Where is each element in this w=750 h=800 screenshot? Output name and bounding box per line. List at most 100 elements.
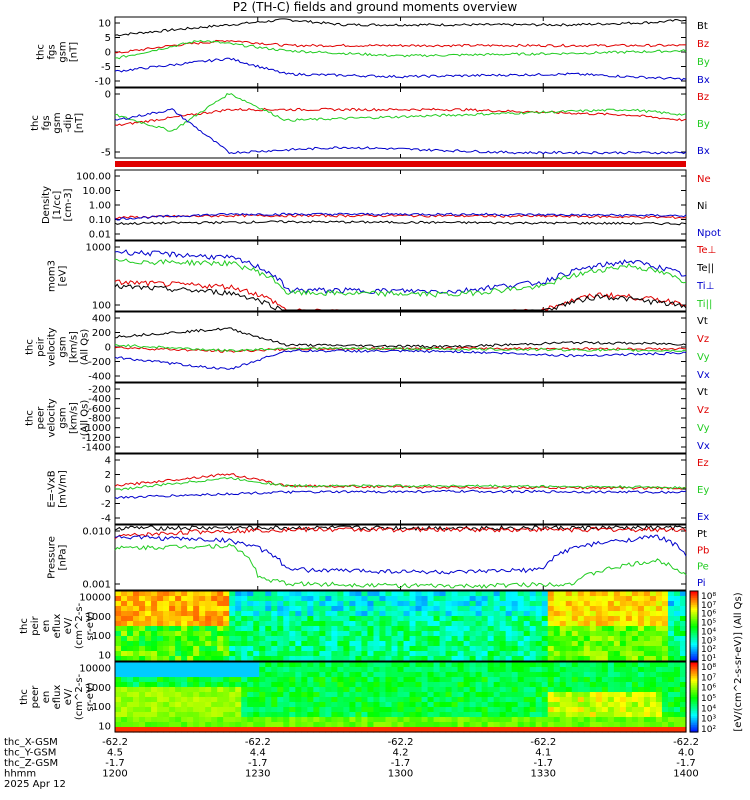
spectro-cell (211, 662, 218, 668)
spectro-cell (541, 682, 549, 688)
spectro-cell (349, 722, 357, 728)
spectro-cell (475, 707, 483, 713)
spectro-cell (169, 662, 176, 668)
ytick-label: -400 (88, 372, 111, 383)
spectro-cell (607, 636, 615, 642)
spectro-cell (541, 596, 549, 602)
spectro-cell (385, 712, 393, 718)
spectro-cell (325, 692, 332, 698)
spectro-cell (139, 631, 146, 637)
colorbar-segment (690, 712, 698, 716)
ytick-label: 0 (105, 485, 111, 496)
spectro-cell (649, 606, 657, 612)
spectro-cell (373, 631, 381, 637)
spectro-cell (421, 722, 429, 728)
spectro-cell (169, 667, 176, 673)
spectro-cell (247, 712, 254, 718)
panel-frame-fgs_gsm (114, 16, 687, 88)
ylabel-density: [cm-3] (63, 188, 74, 221)
spectro-cell (181, 697, 188, 703)
spectro-cell (169, 687, 176, 693)
spectro-cell (427, 616, 435, 622)
spectro-cell (421, 621, 429, 627)
spectro-cell (481, 692, 489, 698)
spectro-cell (529, 687, 537, 693)
spectro-cell (679, 697, 687, 703)
colorbar-segment (690, 626, 698, 629)
spectro-cell (169, 626, 176, 632)
spectro-cell (385, 601, 393, 607)
spectro-cell (415, 722, 423, 728)
ylabel-pressure: Pressure (47, 536, 58, 579)
spectro-cell (517, 636, 525, 642)
spectro-cell (259, 641, 266, 647)
spectro-cell (199, 641, 206, 647)
spectro-cell (367, 672, 375, 678)
spectro-cell (253, 631, 260, 637)
spectro-cell (643, 591, 651, 597)
spectro-cell (175, 672, 182, 678)
legend-Pi: Pi (697, 578, 706, 589)
spectro-cell (403, 606, 411, 612)
spectro-cell (415, 631, 423, 637)
spectro-cell (511, 677, 519, 683)
spectro-cell (403, 596, 411, 602)
spectro-cell (349, 692, 357, 698)
spectro-cell (589, 712, 597, 718)
spectro-cell (157, 672, 164, 678)
spectro-cell (481, 591, 489, 597)
spectro-cell (295, 702, 302, 708)
spectro-cell (445, 646, 453, 652)
spectro-cell (235, 687, 242, 693)
spectro-cell (373, 722, 381, 728)
spectro-cell (319, 722, 326, 728)
spectro-cell (295, 667, 302, 673)
spectro-cell (505, 712, 513, 718)
spectro-cell (439, 621, 447, 627)
spectro-cell (409, 651, 417, 657)
spectro-cell (205, 722, 212, 728)
spectro-cell (241, 636, 248, 642)
ytick-label: 0.001 (82, 580, 111, 591)
spectro-cell (355, 636, 363, 642)
spectro-cell (445, 631, 453, 637)
ylabel-peer_velocity: thc (25, 410, 36, 426)
spectro-cell (355, 616, 363, 622)
spectro-cell (643, 641, 651, 647)
spectro-cell (523, 662, 531, 668)
spectro-cell (613, 591, 621, 597)
spectro-cell (415, 646, 423, 652)
colorbar-tick-label: 10² (701, 645, 716, 655)
spectro-cell (241, 606, 248, 612)
panel-frame-peir_velocity (114, 311, 687, 383)
spectro-cell (397, 692, 405, 698)
spectro-cell (463, 656, 471, 662)
spectro-cell (187, 682, 194, 688)
spectro-cell (649, 682, 657, 688)
spectro-cell (451, 682, 459, 688)
spectro-cell (679, 677, 687, 683)
spectro-cell (133, 662, 140, 668)
spectro-cell (427, 611, 435, 617)
spectro-cell (433, 611, 441, 617)
spectro-cell (199, 636, 206, 642)
spectro-cell (475, 651, 483, 657)
spectro-cell (277, 702, 284, 708)
spectro-cell (151, 621, 158, 627)
spectro-cell (337, 616, 344, 622)
spectro-cell (421, 702, 429, 708)
spectro-cell (601, 656, 609, 662)
spectro-cell (661, 636, 669, 642)
spectro-cell (643, 717, 651, 723)
spectro-cell (463, 601, 471, 607)
spectro-cell (649, 692, 657, 698)
spectro-cell (271, 611, 278, 617)
spectro-cell (385, 596, 393, 602)
spectro-cell (301, 702, 308, 708)
spectro-cell (355, 717, 363, 723)
spectro-cell (235, 646, 242, 652)
spectro-cell (181, 596, 188, 602)
spectro-cell (517, 662, 525, 668)
spectro-cell (163, 682, 170, 688)
spectro-cell (427, 672, 435, 678)
